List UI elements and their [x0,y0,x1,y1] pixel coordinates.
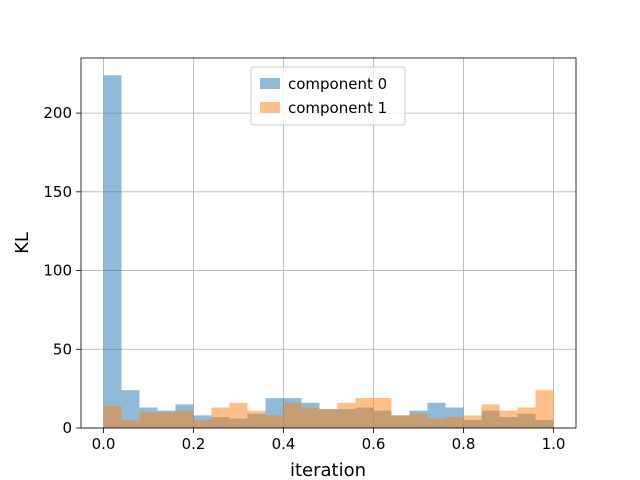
bar-series-1-bin-18 [427,418,446,428]
x-tick-label: 1.0 [542,435,566,453]
bar-series-1-bin-9 [265,415,284,428]
bar-series-1-bin-1 [121,420,140,428]
x-axis-ticks: 0.0 0.2 0.4 0.6 0.8 1.0 [92,428,566,453]
bar-series-1-bin-10 [283,402,302,428]
x-tick-label: 0.8 [452,435,476,453]
plot-area-frame [80,57,577,429]
bar-series-1-bin-23 [517,407,536,428]
x-axis-label: iteration [290,460,366,480]
y-tick-label: 0 [62,419,72,437]
bar-series-1-bin-24 [535,390,554,428]
y-axis-label: KL [12,232,33,254]
legend-label-0: component 0 [288,75,387,93]
y-tick-label: 150 [43,183,72,201]
legend: component 0 component 1 [250,66,406,126]
bar-series-1-bin-5 [193,420,212,428]
bar-series-1-bin-13 [337,402,356,428]
x-tick-label: 0.6 [362,435,386,453]
bar-series-1-bin-15 [373,398,392,428]
bars [103,75,554,428]
legend-swatch-0 [260,78,280,89]
bar-series-1-bin-22 [499,410,518,428]
legend-swatch-1 [260,102,280,113]
bar-series-1-bin-2 [139,412,158,428]
x-tick-label: 0.2 [182,435,206,453]
bar-series-1-bin-8 [247,410,266,428]
bar-series-1-bin-3 [157,412,176,428]
bar-series-1-bin-14 [355,398,374,428]
bar-series-1-bin-7 [229,402,248,428]
y-tick-label: 50 [53,340,72,358]
y-tick-label: 100 [43,262,72,280]
bar-series-1-bin-21 [481,404,500,428]
x-tick-label: 0.0 [92,435,116,453]
bar-series-1-bin-12 [319,409,338,428]
bar-series-1-bin-0 [103,405,122,428]
legend-label-1: component 1 [288,99,387,117]
bar-series-1-bin-17 [409,413,428,428]
bar-series-0-bin-0 [103,75,122,428]
bar-series-1-bin-11 [301,407,320,428]
bar-series-0-bin-1 [121,390,140,428]
x-tick-label: 0.4 [272,435,296,453]
y-tick-label: 200 [43,104,72,122]
y-axis-ticks: 0 50 100 150 200 [43,104,81,437]
legend-frame [250,66,406,126]
bar-series-1-bin-16 [391,415,410,428]
bar-series-1-bin-4 [175,410,194,428]
bar-series-1-bin-20 [463,415,482,428]
bar-series-1-bin-6 [211,407,230,428]
bar-series-1-bin-19 [445,416,464,428]
